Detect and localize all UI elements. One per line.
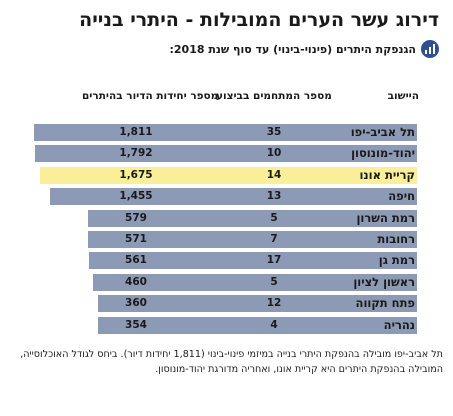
- row-city-label: נהריה: [383, 317, 415, 332]
- row-city-label: יהוד-מונוסון: [351, 146, 415, 161]
- chart-title: דירוג עשר הערים המובילות - היתרי בנייה: [79, 9, 439, 31]
- bar-row: [98, 316, 417, 334]
- bar-row: [93, 273, 417, 291]
- bar-row: [34, 145, 417, 163]
- row-city-label: רמת השרון: [356, 210, 415, 225]
- column-header-projects: מספר המתחמים בביצוע: [216, 90, 332, 102]
- row-projects-value: 17: [266, 254, 282, 267]
- row-projects-value: 12: [266, 297, 282, 310]
- chart-subtitle: הגנפקת היתרים (פינוי-בינוי) עד סוף שנת 2…: [169, 42, 417, 56]
- row-projects-value: 10: [266, 147, 282, 160]
- row-projects-value: 5: [270, 275, 278, 288]
- row-units-value: 1,811: [119, 126, 153, 138]
- row-projects-value: 13: [266, 190, 282, 203]
- row-city-label: רחובות: [377, 232, 415, 246]
- row-projects-value: 14: [266, 168, 282, 181]
- column-header-city: היישוב: [387, 90, 419, 102]
- row-projects-value: 7: [270, 233, 278, 245]
- row-city-label: תל אביב-יפו: [350, 125, 415, 139]
- row-units-value: 561: [125, 254, 147, 267]
- row-projects-value: 5: [270, 211, 278, 224]
- row-city-label: פתח תקווה: [355, 296, 415, 311]
- bar-row: [34, 124, 417, 141]
- footnote: תל אביב-יפו מובילה בהנפקת היתרי בנייה במ…: [20, 349, 443, 375]
- row-units-value: 360: [125, 297, 147, 310]
- row-city-label: קריית אונו: [359, 167, 415, 182]
- bar-row: [88, 209, 417, 227]
- column-header-units: מספר יחידות הדיור בהיתרים: [82, 90, 219, 102]
- bar-chart-icon: [421, 40, 439, 58]
- row-units-value: 579: [125, 211, 147, 224]
- row-units-value: 1,455: [119, 190, 153, 203]
- bar-row: [88, 231, 417, 248]
- row-city-label: רמת גן: [378, 253, 415, 268]
- subtitle-row: הגנפקת היתרים (פינוי-בינוי) עד סוף שנת 2…: [169, 40, 439, 58]
- row-projects-value: 35: [266, 126, 282, 138]
- row-units-value: 354: [125, 318, 147, 331]
- row-units-value: 571: [125, 233, 147, 245]
- row-units-value: 460: [125, 275, 147, 288]
- bar-row: [97, 295, 417, 313]
- row-city-label: ראשון לציון: [353, 274, 415, 289]
- row-units-value: 1,792: [119, 147, 153, 160]
- bar-row: [88, 252, 417, 270]
- row-projects-value: 4: [270, 318, 278, 331]
- row-units-value: 1,675: [119, 168, 153, 181]
- bar-row: [39, 166, 417, 184]
- row-city-label: חיפה: [388, 189, 415, 204]
- bar-row: [49, 188, 417, 206]
